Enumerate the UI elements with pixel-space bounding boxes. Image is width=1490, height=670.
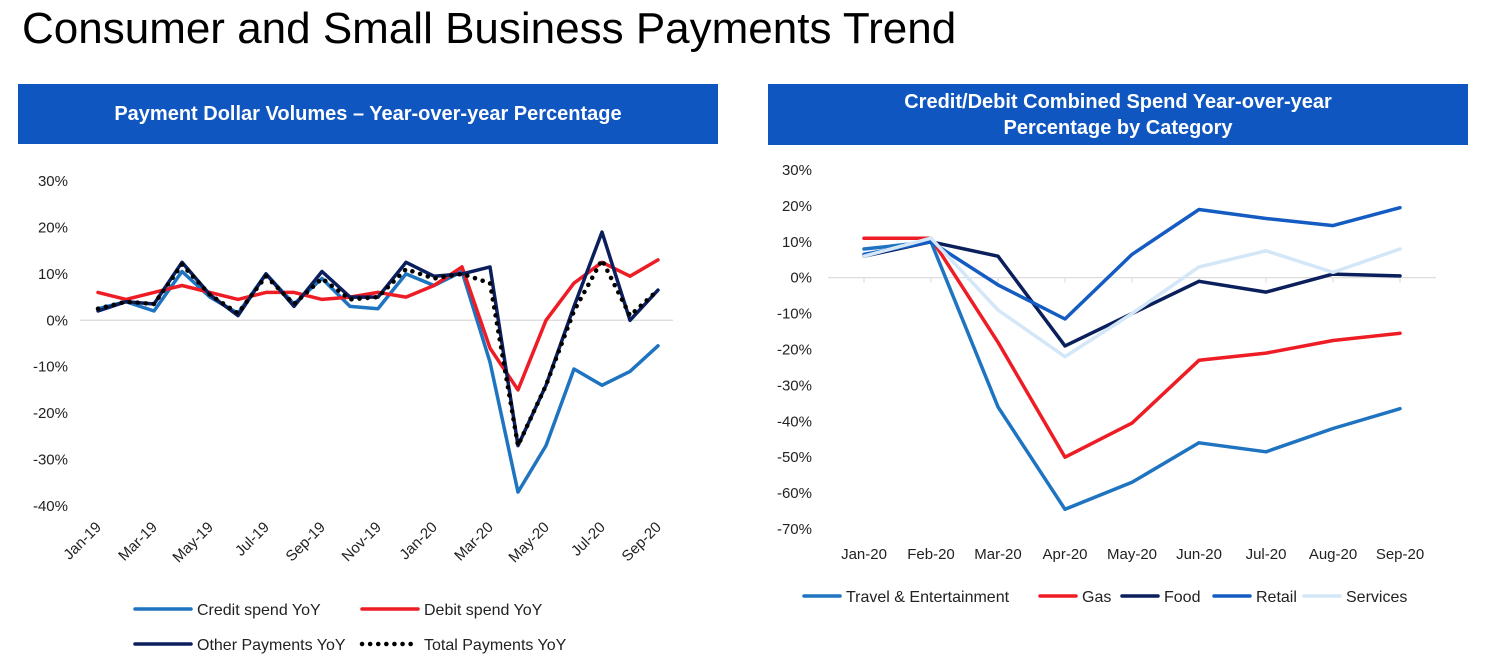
payment-volumes-x-tick-label: Sep-19 xyxy=(283,519,329,565)
payment-volumes-series-line-debit-spend-yoy xyxy=(96,258,660,392)
category-spend-y-tick-label: -40% xyxy=(777,413,812,430)
payment-volumes-series-line-credit-spend-yoy xyxy=(96,269,660,494)
category-spend-panel: Credit/Debit Combined Spend Year-over-ye… xyxy=(768,84,1468,670)
category-spend-y-tick-label: -60% xyxy=(777,485,812,502)
category-spend-y-tick-label: -50% xyxy=(777,449,812,466)
category-spend-y-tick-label: -70% xyxy=(777,521,812,538)
category-spend-x-tick-label: Sep-20 xyxy=(1376,546,1424,563)
payment-volumes-y-tick-label: -40% xyxy=(33,498,68,515)
category-spend-series-line-retail xyxy=(862,205,1402,321)
payment-volumes-x-tick-label: Mar-19 xyxy=(115,519,161,565)
payment-volumes-x-tick-label: Jan-20 xyxy=(396,519,440,563)
page-title: Consumer and Small Business Payments Tre… xyxy=(22,4,957,53)
category-spend-y-tick-label: 20% xyxy=(782,198,812,215)
category-spend-legend-label-services: Services xyxy=(1346,589,1407,606)
category-spend-x-tick-label: Aug-20 xyxy=(1309,546,1357,563)
payment-volumes-legend-label-debit-spend-yoy: Debit spend YoY xyxy=(424,602,543,619)
payment-volumes-x-tick-label: Jul-19 xyxy=(232,519,273,560)
category-spend-series-line-gas xyxy=(862,236,1402,459)
payment-volumes-x-tick-label: Jan-19 xyxy=(60,519,104,563)
category-spend-chart-title: Credit/Debit Combined Spend Year-over-ye… xyxy=(768,84,1468,145)
payment-volumes-y-tick-label: 30% xyxy=(38,173,68,190)
payment-volumes-y-tick-label: -10% xyxy=(33,359,68,376)
category-spend-x-tick-label: Jan-20 xyxy=(841,546,887,563)
payment-volumes-legend-label-total-payments-yoy: Total Payments YoY xyxy=(424,637,567,654)
payment-volumes-title-text: Payment Dollar Volumes – Year-over-year … xyxy=(114,103,622,125)
payment-volumes-panel: Payment Dollar Volumes – Year-over-year … xyxy=(18,84,718,670)
payment-volumes-chart-title: Payment Dollar Volumes – Year-over-year … xyxy=(18,84,718,144)
payment-volumes-series-line-total-payments-yoy xyxy=(95,257,661,448)
category-spend-chart: 30% 20% 10% 0% -10% -20% -30% -40% -50% -60% -70% J… xyxy=(777,162,1436,606)
category-spend-y-tick-label: -30% xyxy=(777,377,812,394)
payment-volumes-y-tick-label: 0% xyxy=(46,312,68,329)
payment-volumes-y-tick-label: -30% xyxy=(33,452,68,469)
category-spend-x-tick-label: Jun-20 xyxy=(1176,546,1222,563)
payment-volumes-x-tick-label: Mar-20 xyxy=(451,519,497,565)
category-spend-x-tick-label: May-20 xyxy=(1107,546,1157,563)
category-spend-x-tick-label: Feb-20 xyxy=(907,546,955,563)
category-spend-y-tick-label: 0% xyxy=(790,270,812,287)
category-spend-y-tick-label: -10% xyxy=(777,306,812,323)
category-spend-y-tick-label: 10% xyxy=(782,234,812,251)
category-spend-x-tick-label: Jul-20 xyxy=(1246,546,1287,563)
payment-volumes-y-tick-label: 10% xyxy=(38,266,68,283)
category-spend-series-line-services xyxy=(862,236,1402,359)
payment-volumes-x-tick-label: Jul-20 xyxy=(568,519,609,560)
category-spend-x-tick-label: Mar-20 xyxy=(974,546,1022,563)
payment-volumes-series-line-other-payments-yoy xyxy=(96,230,660,448)
payment-volumes-y-tick-label: 20% xyxy=(38,219,68,236)
category-spend-y-tick-label: 30% xyxy=(782,162,812,179)
category-spend-legend-label-travel-and-entertainment: Travel & Entertainment xyxy=(846,589,1010,606)
payment-volumes-legend-label-other-payments-yoy: Other Payments YoY xyxy=(197,637,346,654)
payment-volumes-x-tick-label: Sep-20 xyxy=(619,519,665,565)
payment-volumes-x-tick-label: May-19 xyxy=(169,519,216,566)
category-spend-legend-label-gas: Gas xyxy=(1082,589,1111,606)
category-spend-x-tick-label: Apr-20 xyxy=(1042,546,1087,563)
category-spend-series-line-travel-and-entertainment xyxy=(862,240,1402,512)
payment-volumes-legend-label-credit-spend-yoy: Credit spend YoY xyxy=(197,602,321,619)
category-spend-y-tick-label: -20% xyxy=(777,342,812,359)
payment-volumes-chart: 30%20%10%0%-10%-20%-30%-40%Jan-19 Mar-19 M… xyxy=(33,173,673,654)
category-spend-legend-label-retail: Retail xyxy=(1256,589,1297,606)
category-spend-title-text: Credit/Debit Combined Spend Year-over-ye… xyxy=(904,90,1332,139)
category-spend-legend-label-food: Food xyxy=(1164,589,1200,606)
payment-volumes-x-tick-label: Nov-19 xyxy=(339,519,385,565)
payment-volumes-x-tick-label: May-20 xyxy=(505,519,552,566)
payment-volumes-y-tick-label: -20% xyxy=(33,405,68,422)
